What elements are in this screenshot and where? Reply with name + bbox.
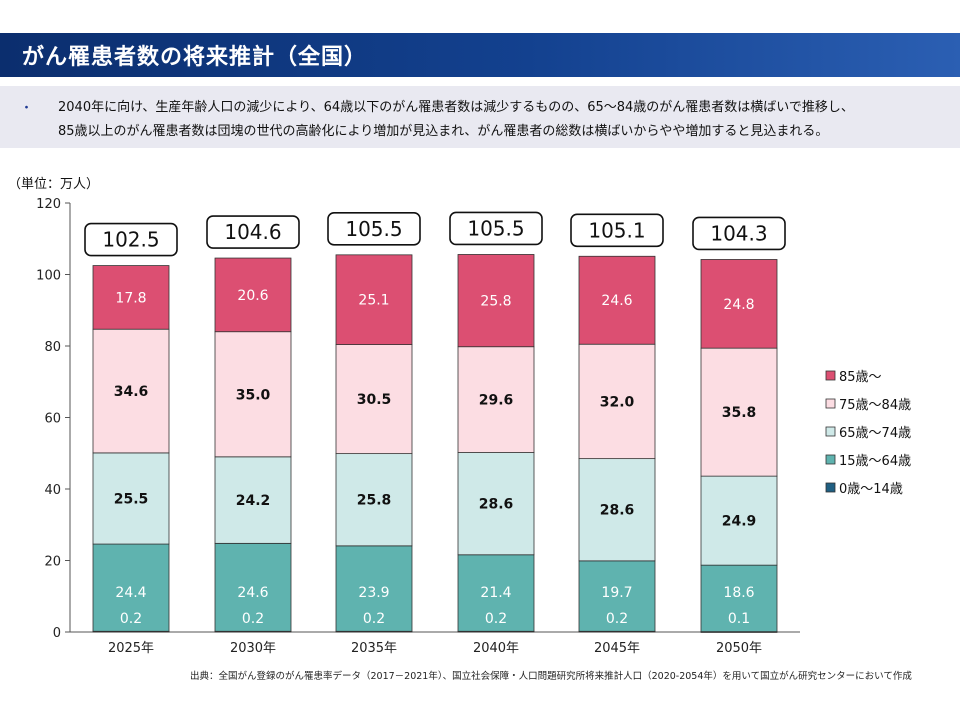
bar-segment [578, 458, 656, 562]
summary-line-1: 2040年に向け、生産年齢人口の減少により、64歳以下のがん罹患者数は減少するも… [58, 100, 854, 115]
legend-label: 0歳～14歳 [839, 482, 903, 497]
segment-value-label: 19.7 [601, 585, 632, 601]
segment-value-label: 30.5 [357, 392, 392, 408]
legend-swatch [825, 482, 836, 493]
total-box [570, 213, 664, 248]
page-title: がん罹患者数の将来推計（全国） [22, 45, 368, 70]
summary-box: ・ 2040年に向け、生産年齢人口の減少により、64歳以下のがん罹患者数は減少す… [0, 86, 960, 148]
segment-value-label: 24.4 [115, 585, 146, 601]
segment-value-label: 20.6 [237, 288, 268, 304]
total-box [206, 215, 300, 249]
segment-value-label: 23.9 [358, 585, 389, 601]
segment-value-label: 28.6 [600, 503, 635, 519]
bar-segment [457, 254, 535, 348]
bar-segment [335, 254, 413, 345]
segment-value-label: 0.2 [242, 611, 264, 627]
segment-value-label: 35.8 [722, 405, 757, 421]
total-value-label: 104.3 [710, 221, 767, 245]
segment-value-label: 24.6 [237, 585, 268, 601]
x-tick-label: 2050年 [716, 641, 762, 656]
bar-segment [700, 475, 778, 566]
y-tick-label: 120 [36, 197, 61, 212]
legend-label: 65歳～74歳 [839, 426, 911, 441]
bar-segment [457, 452, 535, 556]
total-box [84, 222, 178, 257]
segment-value-label: 34.6 [114, 384, 149, 400]
segment-value-label: 0.2 [120, 611, 142, 627]
legend-swatch [825, 426, 836, 437]
y-tick-label: 0 [53, 626, 61, 641]
x-tick-label: 2030年 [230, 641, 276, 656]
legend-swatch [825, 398, 836, 409]
legend-label: 15歳～64歳 [839, 454, 911, 469]
bar-segment [92, 543, 170, 632]
total-box [327, 212, 421, 246]
segment-value-label: 32.0 [600, 394, 635, 410]
segment-value-label: 25.8 [480, 294, 511, 310]
x-tick-label: 2040年 [473, 641, 519, 656]
legend-label: 85歳～ [839, 370, 882, 385]
segment-value-label: 21.4 [480, 585, 511, 601]
bar-segment [214, 257, 292, 333]
segment-value-label: 0.2 [363, 611, 385, 627]
bar-segment [578, 255, 656, 345]
segment-value-label: 24.6 [601, 293, 632, 309]
bar-segment [457, 554, 535, 632]
segment-value-label: 0.1 [728, 611, 750, 627]
legend-label: 75歳～84歳 [839, 398, 911, 413]
total-value-label: 104.6 [224, 220, 281, 244]
segment-value-label: 28.6 [479, 497, 514, 513]
legend-swatch [825, 454, 836, 465]
bar-segment [92, 328, 170, 454]
legend-swatch [825, 370, 836, 381]
segment-value-label: 24.2 [236, 493, 271, 509]
bullet-icon: ・ [20, 101, 34, 116]
total-value-label: 102.5 [102, 228, 159, 252]
bar-segment [700, 259, 778, 349]
x-tick-label: 2025年 [108, 641, 154, 656]
total-box [692, 216, 786, 251]
y-tick-label: 100 [36, 269, 61, 284]
y-tick-label: 20 [44, 555, 61, 570]
summary-line-2: 85歳以上のがん罹患者数は団塊の世代の高齢化により増加が見込まれ、がん罹患者の総… [58, 124, 829, 139]
bar-segment [335, 545, 413, 632]
segment-value-label: 25.8 [357, 493, 392, 509]
x-tick-label: 2045年 [594, 641, 640, 656]
title-bar: がん罹患者数の将来推計（全国） [0, 33, 960, 77]
bar-segment [92, 265, 170, 330]
segment-value-label: 0.2 [606, 611, 628, 627]
y-tick-label: 60 [44, 412, 61, 427]
segment-value-label: 0.2 [485, 611, 507, 627]
segment-value-label: 29.6 [479, 393, 514, 409]
bar-segment [214, 456, 292, 544]
y-tick-label: 40 [44, 483, 61, 498]
x-tick-label: 2035年 [351, 641, 397, 656]
total-box [449, 211, 543, 246]
segment-value-label: 35.0 [236, 387, 271, 403]
total-value-label: 105.5 [345, 217, 402, 241]
unit-label: （単位：万人） [8, 176, 99, 192]
segment-value-label: 24.9 [722, 514, 757, 530]
segment-value-label: 18.6 [723, 585, 754, 601]
bar-segment [335, 344, 413, 455]
segment-value-label: 24.8 [723, 297, 754, 313]
segment-value-label: 17.8 [115, 290, 146, 306]
bar-segment [214, 331, 292, 458]
segment-value-label: 25.5 [114, 491, 149, 507]
total-value-label: 105.5 [467, 216, 524, 240]
bar-segment [578, 560, 656, 632]
segment-value-label: 25.1 [358, 293, 389, 309]
y-tick-label: 80 [44, 340, 61, 355]
total-value-label: 105.1 [588, 218, 645, 242]
bar-segment [578, 343, 656, 460]
bar-segment [92, 452, 170, 545]
source-note: 出典：全国がん登録のがん罹患率データ（2017－2021年）、国立社会保障・人口… [190, 671, 912, 682]
